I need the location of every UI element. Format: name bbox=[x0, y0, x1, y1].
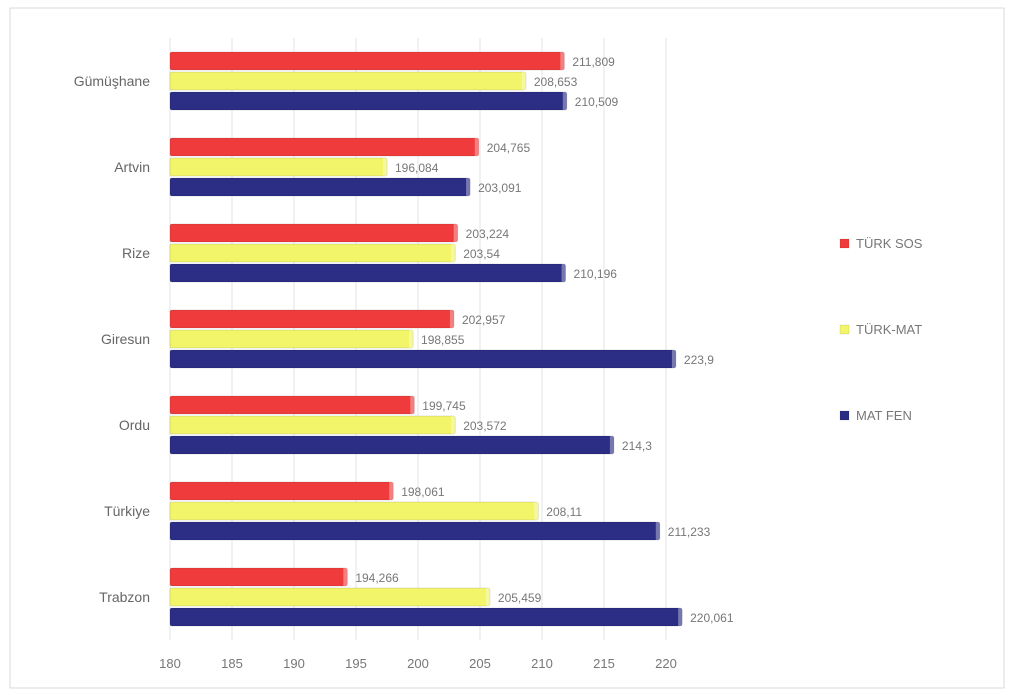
category-label: Trabzon bbox=[99, 589, 150, 605]
bar-cap bbox=[383, 158, 387, 176]
legend-entry: TÜRK SOS bbox=[856, 236, 923, 251]
x-tick-label: 205 bbox=[469, 656, 491, 671]
data-label: 205,459 bbox=[498, 591, 542, 605]
bar bbox=[169, 521, 661, 541]
x-tick-label: 180 bbox=[159, 656, 181, 671]
data-label: 208,11 bbox=[546, 505, 582, 519]
bar bbox=[169, 329, 414, 349]
bar-cap bbox=[521, 72, 526, 90]
data-label: 196,084 bbox=[395, 161, 439, 175]
x-tick-label: 210 bbox=[531, 656, 553, 671]
data-label: 210,509 bbox=[575, 95, 619, 109]
category-label: Rize bbox=[122, 245, 150, 261]
x-tick-label: 220 bbox=[655, 656, 677, 671]
legend: TÜRK SOS TÜRK-MAT MAT FEN bbox=[839, 236, 923, 423]
bar-cap bbox=[474, 138, 479, 156]
bar bbox=[169, 91, 568, 111]
data-label: 211,233 bbox=[668, 525, 711, 539]
bar bbox=[169, 395, 415, 415]
category-label: Türkiye bbox=[104, 503, 150, 519]
bar bbox=[169, 51, 565, 71]
bar bbox=[169, 435, 615, 455]
data-labels: 211,809 208,653 210,509 204,765 196,084 203,0… bbox=[355, 55, 734, 625]
bar bbox=[169, 71, 527, 91]
legend-swatch bbox=[839, 238, 850, 249]
data-label: 220,061 bbox=[690, 611, 734, 625]
x-tick-label: 185 bbox=[221, 656, 243, 671]
bar-cap bbox=[389, 482, 394, 500]
bar bbox=[169, 309, 455, 329]
bar-cap bbox=[562, 92, 567, 110]
legend-swatch bbox=[839, 324, 850, 335]
bar bbox=[169, 415, 456, 435]
bar-cap bbox=[561, 264, 566, 282]
legend-swatch bbox=[839, 410, 850, 421]
bar bbox=[169, 137, 480, 157]
data-label: 198,855 bbox=[421, 333, 465, 347]
data-label: 204,765 bbox=[487, 141, 531, 155]
bar-cap bbox=[409, 330, 414, 348]
bar bbox=[169, 349, 677, 369]
x-axis-ticks: 180 185 190 195 200 205 210 215 220 bbox=[159, 656, 677, 671]
bar-cap bbox=[449, 310, 454, 328]
bar-cap bbox=[410, 396, 415, 414]
bar-cap bbox=[560, 52, 565, 70]
data-label: 194,266 bbox=[355, 571, 399, 585]
data-label: 203,091 bbox=[478, 181, 522, 195]
category-labels: Gümüşhane Artvin Rize Giresun Ordu Türkiye Tra… bbox=[74, 73, 150, 605]
bar-cap bbox=[534, 502, 539, 520]
bar-cap bbox=[678, 608, 683, 626]
data-label: 214,3 bbox=[622, 439, 652, 453]
data-label: 211,809 bbox=[572, 55, 615, 69]
data-label: 208,653 bbox=[534, 75, 578, 89]
bar bbox=[169, 567, 348, 587]
category-label: Gümüşhane bbox=[74, 73, 150, 89]
bar bbox=[169, 243, 456, 263]
data-label: 203,54 bbox=[463, 247, 500, 261]
bar bbox=[169, 501, 539, 521]
bar-cap bbox=[671, 350, 676, 368]
bar bbox=[169, 607, 683, 627]
category-label: Artvin bbox=[114, 159, 150, 175]
x-tick-label: 215 bbox=[593, 656, 615, 671]
x-tick-label: 190 bbox=[283, 656, 305, 671]
bar-cap bbox=[343, 568, 348, 586]
category-label: Ordu bbox=[119, 417, 150, 433]
bar-cap bbox=[451, 416, 456, 434]
bars bbox=[169, 51, 683, 627]
data-label: 203,572 bbox=[463, 419, 507, 433]
legend-entry: MAT FEN bbox=[856, 408, 912, 423]
bar bbox=[169, 177, 471, 197]
bar-cap bbox=[485, 588, 490, 606]
data-label: 199,745 bbox=[422, 399, 466, 413]
bar bbox=[169, 263, 566, 283]
bar bbox=[169, 587, 491, 607]
data-label: 202,957 bbox=[462, 313, 506, 327]
bar-cap bbox=[655, 522, 660, 540]
data-label: 210,196 bbox=[574, 267, 618, 281]
category-label: Giresun bbox=[101, 331, 150, 347]
bar-cap bbox=[453, 224, 458, 242]
bar bbox=[169, 481, 394, 501]
bar-cap bbox=[609, 436, 614, 454]
bar bbox=[169, 223, 459, 243]
x-tick-label: 200 bbox=[407, 656, 429, 671]
data-label: 223,9 bbox=[684, 353, 714, 367]
data-label: 203,224 bbox=[466, 227, 510, 241]
bar-cap bbox=[451, 244, 456, 262]
data-label: 198,061 bbox=[401, 485, 445, 499]
bar bbox=[169, 157, 388, 177]
bar-cap bbox=[466, 178, 471, 196]
legend-entry: TÜRK-MAT bbox=[856, 322, 922, 337]
x-tick-label: 195 bbox=[345, 656, 367, 671]
